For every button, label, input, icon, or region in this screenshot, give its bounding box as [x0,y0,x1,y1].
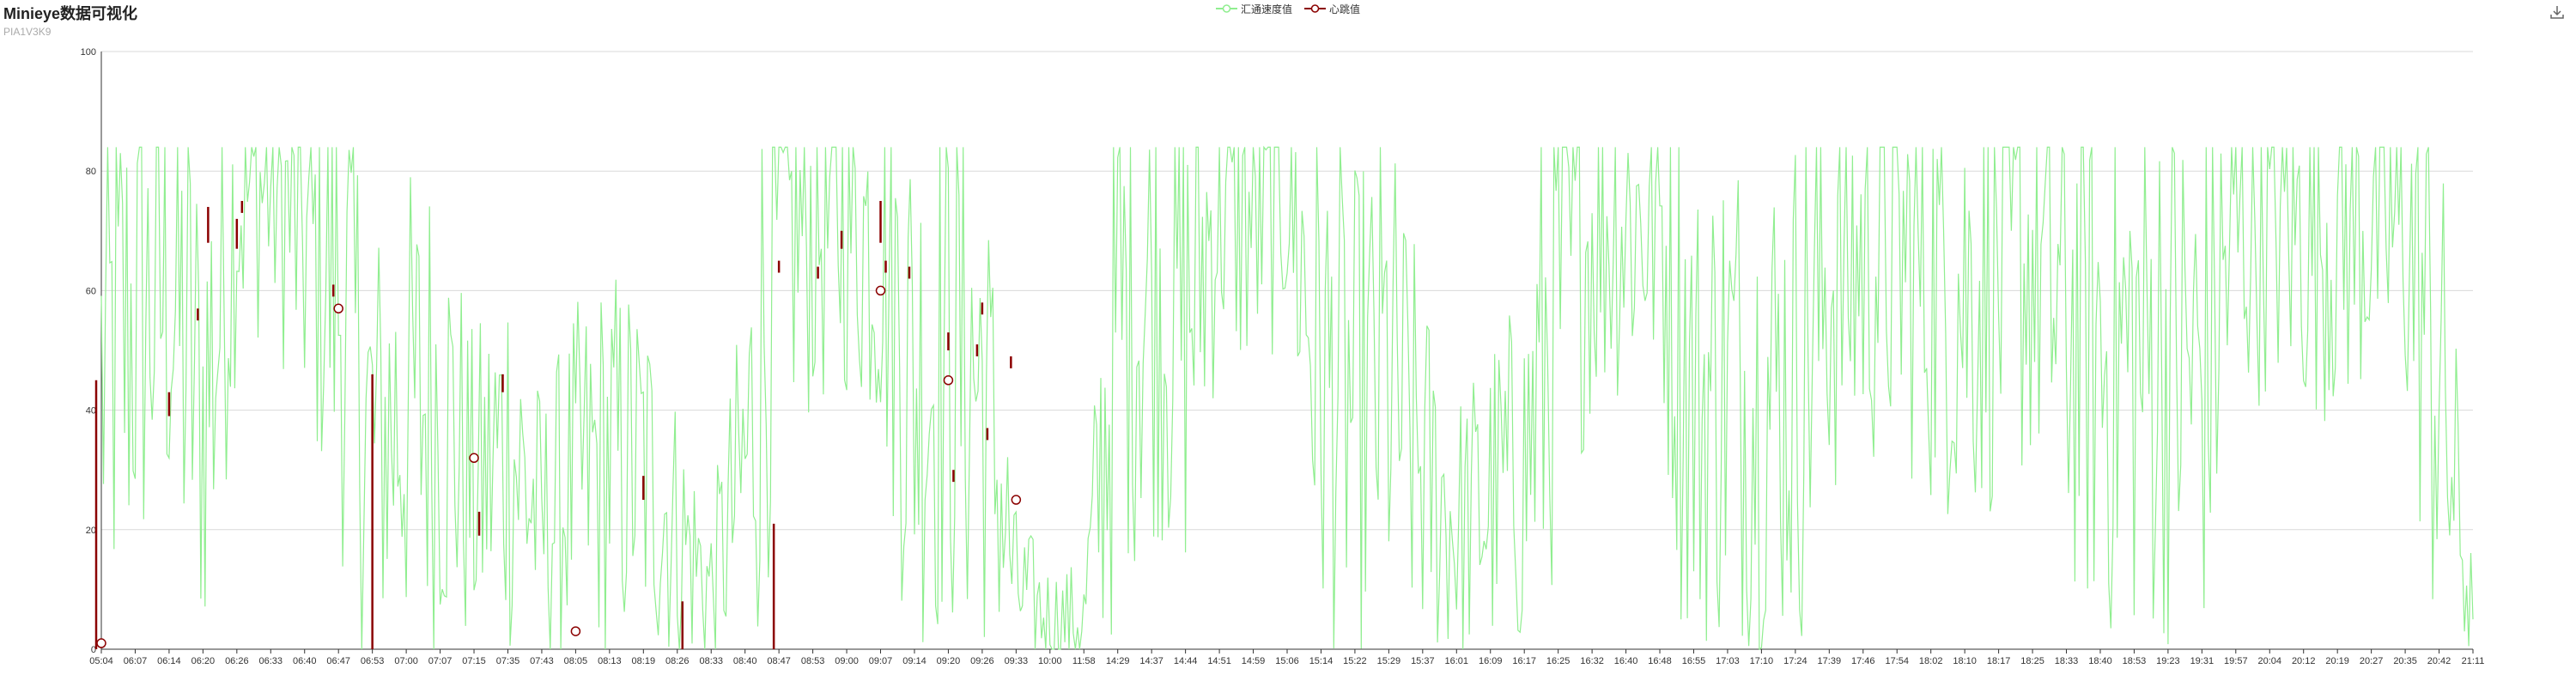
x-tick-label: 08:33 [699,656,723,666]
y-tick-label: 20 [86,526,96,536]
x-tick-label: 19:23 [2156,656,2180,666]
x-tick-label: 15:37 [1411,656,1435,666]
legend-heartbeat-label: 心跳值 [1329,3,1361,15]
x-tick-label: 06:20 [191,656,216,666]
x-tick-label: 06:14 [157,656,181,666]
x-tick-label: 11:58 [1072,656,1096,666]
x-tick-label: 09:07 [869,656,893,666]
x-tick-label: 18:53 [2123,656,2147,666]
x-tick-label: 20:04 [2257,656,2281,666]
x-tick-label: 17:03 [1716,656,1740,666]
x-tick-label: 06:26 [225,656,249,666]
x-tick-label: 09:00 [835,656,859,666]
download-icon[interactable] [2549,3,2566,21]
heartbeat-point [875,285,886,296]
heartbeat-point [943,375,954,386]
x-tick-label: 16:25 [1546,656,1571,666]
chart-title: Minieye数据可视化 [3,5,138,22]
x-tick-label: 16:48 [1648,656,1672,666]
x-tick-label: 06:47 [326,656,350,666]
x-tick-label: 08:40 [733,656,757,666]
y-tick-label: 40 [86,406,96,416]
x-tick-label: 08:26 [665,656,690,666]
x-tick-label: 06:07 [124,656,148,666]
x-tick-label: 14:37 [1139,656,1163,666]
x-tick-label: 16:17 [1512,656,1536,666]
x-tick-label: 17:54 [1885,656,1909,666]
x-tick-label: 17:46 [1851,656,1875,666]
x-tick-label: 08:53 [801,656,825,666]
x-tick-label: 16:32 [1580,656,1604,666]
x-tick-label: 09:20 [937,656,961,666]
x-tick-label: 16:40 [1614,656,1638,666]
x-tick-label: 15:22 [1343,656,1367,666]
x-tick-label: 20:12 [2292,656,2316,666]
x-tick-label: 17:10 [1750,656,1774,666]
legend-speed-marker-icon [1215,4,1237,13]
x-tick-label: 08:05 [564,656,588,666]
x-tick-label: 18:02 [1919,656,1943,666]
x-tick-label: 17:24 [1783,656,1807,666]
y-tick-label: 0 [91,645,96,655]
x-tick-label: 07:43 [530,656,554,666]
x-tick-label: 15:14 [1309,656,1334,666]
x-tick-label: 06:53 [361,656,385,666]
y-tick-label: 80 [86,167,96,177]
x-tick-label: 10:00 [1038,656,1062,666]
x-tick-label: 18:33 [2055,656,2079,666]
y-tick-label: 100 [81,47,96,58]
x-tick-label: 15:06 [1275,656,1299,666]
legend-heartbeat-marker-icon [1304,4,1326,13]
heartbeat-point [96,638,106,648]
x-tick-label: 20:42 [2427,656,2451,666]
x-tick-label: 18:25 [2020,656,2044,666]
x-tick-label: 19:31 [2190,656,2215,666]
x-tick-label: 18:17 [1987,656,2011,666]
heartbeat-point [1011,495,1022,505]
legend-speed-label: 汇通速度值 [1240,3,1292,15]
x-tick-label: 14:59 [1242,656,1266,666]
heartbeat-point [570,626,581,636]
chart-subtitle: PIA1V3K9 [3,26,52,38]
x-tick-label: 06:33 [259,656,283,666]
x-tick-label: 20:19 [2325,656,2349,666]
x-tick-label: 07:00 [394,656,418,666]
x-tick-label: 14:51 [1207,656,1231,666]
chart-legend: 汇通速度值 心跳值 [0,2,2576,15]
x-tick-label: 18:10 [1953,656,1977,666]
x-tick-label: 16:01 [1445,656,1469,666]
heartbeat-point [469,453,479,464]
x-tick-label: 09:26 [970,656,994,666]
x-tick-label: 08:47 [767,656,791,666]
x-tick-label: 08:13 [598,656,622,666]
x-tick-label: 14:29 [1106,656,1130,666]
x-tick-label: 09:14 [902,656,927,666]
x-tick-label: 06:40 [293,656,317,666]
y-tick-label: 60 [86,286,96,296]
x-tick-label: 07:15 [462,656,486,666]
legend-item-heartbeat[interactable]: 心跳值 [1304,2,1360,15]
x-tick-label: 17:39 [1818,656,1842,666]
x-tick-label: 18:40 [2088,656,2112,666]
x-tick-label: 08:19 [632,656,656,666]
x-tick-label: 19:57 [2224,656,2248,666]
x-tick-label: 21:11 [2462,656,2485,666]
x-tick-label: 09:33 [1005,656,1029,666]
series-speed-line [100,145,2474,651]
heartbeat-point [333,303,343,314]
x-tick-label: 20:27 [2360,656,2384,666]
x-tick-label: 14:44 [1174,656,1198,666]
legend-item-speed[interactable]: 汇通速度值 [1215,2,1292,15]
x-tick-label: 05:04 [89,656,113,666]
x-tick-label: 20:35 [2393,656,2417,666]
x-tick-label: 15:29 [1377,656,1401,666]
x-tick-label: 07:07 [428,656,453,666]
x-tick-label: 07:35 [496,656,520,666]
x-tick-label: 16:55 [1682,656,1706,666]
x-tick-label: 16:09 [1479,656,1503,666]
